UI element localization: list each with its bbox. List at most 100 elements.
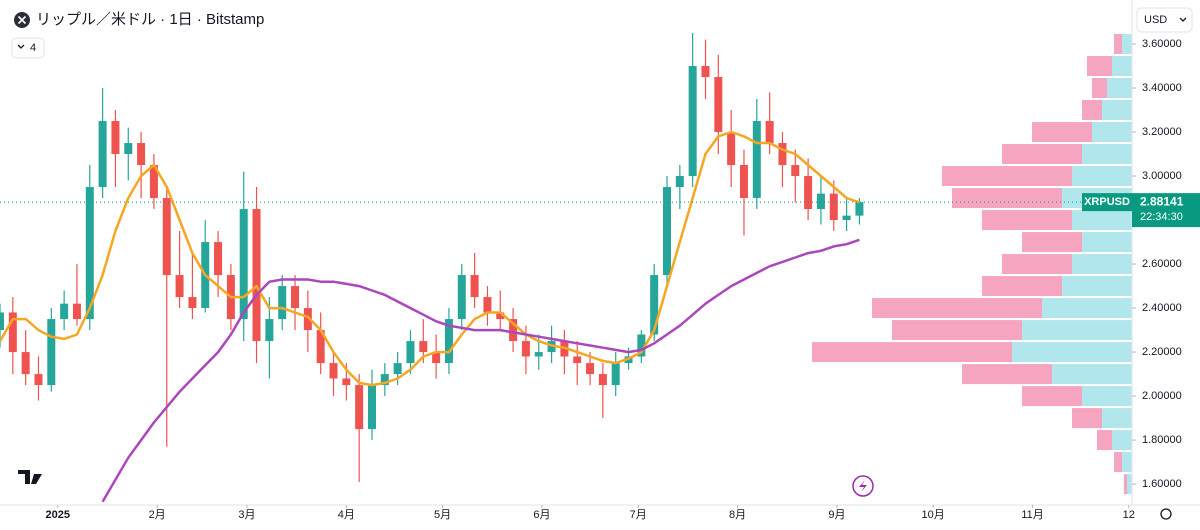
candle-body [688,66,697,177]
candle-body [214,242,223,276]
profile-down-bar [942,166,1072,187]
candle-body [791,165,800,177]
profile-down-bar [812,342,1012,363]
candle-body [483,297,492,313]
candle-body [842,215,851,221]
candle-body [393,363,402,375]
candle-body [675,176,684,188]
profile-down-bar [1092,78,1107,99]
candle-body [765,121,774,144]
candle-body [124,143,133,155]
profile-down-bar [1097,430,1112,451]
y-tick-label: 1.80000 [1142,434,1182,446]
candle-body [521,341,530,357]
profile-up-bar [1062,276,1132,297]
candle-body [188,297,197,309]
x-tick-label: 3月 [238,509,255,521]
profile-down-bar [1124,474,1127,495]
candle-body [829,193,838,221]
settings-button[interactable] [1160,508,1172,520]
x-tick-label: 10月 [922,509,945,521]
x-tick-label: 5月 [434,509,451,521]
candle-body [175,275,184,298]
profile-up-bar [1092,122,1132,143]
y-tick-label: 2.20000 [1142,346,1182,358]
candle-body [816,193,825,210]
candle-body [778,143,787,166]
candle-body [265,319,274,342]
candle-body [406,341,415,364]
y-tick-label: 3.60000 [1142,38,1182,50]
profile-up-bar [1072,254,1132,275]
candle-body [252,209,261,342]
profile-up-bar [1122,34,1132,55]
candle-body [367,385,376,430]
candle-body [72,303,81,320]
candle-body [496,312,505,320]
candle-body [457,275,466,320]
candle-body [637,334,646,357]
candle-body [291,286,300,309]
candle-body [663,187,672,276]
candle-body [355,385,364,430]
profile-down-bar [1022,386,1082,407]
y-tick-label: 3.20000 [1142,126,1182,138]
profile-up-bar [1022,320,1132,341]
candle-body [111,121,120,155]
profile-up-bar [1082,232,1132,253]
price-tag-countdown: 22:34:30 [1140,211,1183,223]
symbol-tag-label: XRPUSD [1084,196,1130,208]
profile-down-bar [892,320,1022,341]
candle-body [701,66,710,78]
indicator-line [0,130,860,387]
price-tag-value: 2.88141 [1140,194,1184,208]
profile-up-bar [1072,166,1132,187]
candle-body [586,363,595,375]
profile-up-bar [1012,342,1132,363]
profile-up-bar [1072,210,1132,231]
indicators-count: 4 [30,42,36,54]
y-tick-label: 3.40000 [1142,82,1182,94]
profile-up-bar [1042,298,1132,319]
y-tick-label: 3.00000 [1142,170,1182,182]
candle-body [650,275,659,335]
x-tick-label: 2月 [149,509,166,521]
candle-body [60,303,69,320]
profile-down-bar [1082,100,1102,121]
symbol-tag [1082,193,1132,212]
candle-body [329,363,338,379]
candle-body [0,312,4,331]
profile-down-bar [1087,56,1112,77]
y-tick-label: 2.60000 [1142,258,1182,270]
candle-body [509,319,518,342]
candle-body [444,319,453,364]
symbol-title: リップル／米ドル · 1日 · Bitstamp [36,11,264,28]
profile-down-bar [872,298,1042,319]
candle-body [727,132,736,166]
profile-down-bar [1032,122,1092,143]
candle-body [303,308,312,331]
x-tick-label: 9月 [828,509,845,521]
candle-body [804,176,813,210]
profile-up-bar [1102,100,1132,121]
indicator-line [101,238,860,503]
candle-body [432,352,441,364]
indicators-toggle[interactable] [11,37,45,59]
profile-down-bar [982,210,1072,231]
candle-body [534,352,543,357]
profile-up-bar [1102,408,1132,429]
profile-up-bar [1107,78,1132,99]
candle-body [855,202,864,216]
currency-dropdown[interactable] [1136,7,1193,33]
chevron [17,44,25,49]
candle-body [162,198,171,276]
x-tick-label: 12 [1123,509,1135,521]
profile-up-bar [1112,56,1132,77]
candle-body [573,356,582,364]
candle-body [85,187,94,320]
chevron [1179,17,1187,22]
candle-body [714,77,723,133]
candle-body [98,121,107,188]
profile-up-bar [1082,386,1132,407]
